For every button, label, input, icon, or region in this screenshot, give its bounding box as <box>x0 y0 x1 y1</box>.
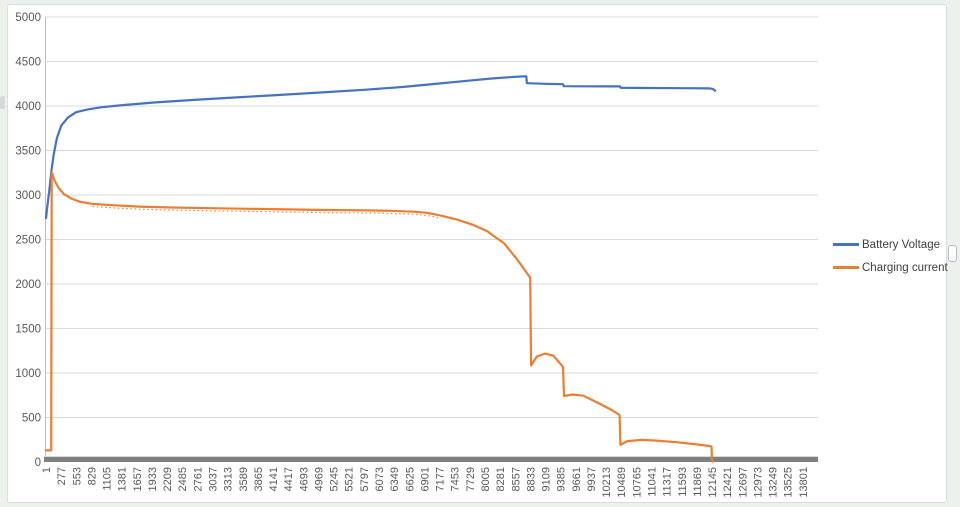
y-tick-label: 3500 <box>15 146 41 158</box>
x-tick-label: 11317 <box>662 467 674 497</box>
x-tick-label: 277 <box>56 467 68 485</box>
x-tick-label: 9385 <box>556 467 568 491</box>
x-tick-label: 11869 <box>692 467 704 497</box>
legend-item-charging-current[interactable]: Charging current <box>833 256 948 279</box>
series-ripple-charging-current <box>92 205 441 219</box>
chart-resize-handle-right[interactable] <box>948 245 957 262</box>
x-tick-label: 12973 <box>752 467 764 498</box>
x-tick-label: 2485 <box>177 467 189 491</box>
x-tick-label: 13525 <box>783 467 795 498</box>
x-tick-label: 3037 <box>208 467 220 491</box>
legend[interactable]: Battery Voltage Charging current <box>833 233 948 279</box>
y-tick-label: 2000 <box>15 279 41 291</box>
x-tick-label: 829 <box>86 467 98 485</box>
x-tick-label: 12145 <box>707 467 719 498</box>
battery-voltage-line-swatch <box>833 243 859 246</box>
x-tick-label: 8833 <box>525 467 537 491</box>
x-tick-label: 11041 <box>646 467 658 497</box>
chart-resize-handle-left[interactable] <box>0 96 5 109</box>
y-tick-label: 3000 <box>15 190 41 202</box>
x-tick-label: 13801 <box>798 467 810 498</box>
x-tick-label: 6349 <box>389 467 401 491</box>
x-tick-label: 7729 <box>465 467 477 491</box>
x-tick-label: 9109 <box>541 467 553 491</box>
x-tick-label: 9661 <box>571 467 583 491</box>
x-tick-label: 4141 <box>268 467 280 491</box>
y-tick-label: 500 <box>22 413 41 425</box>
x-tick-label: 6625 <box>404 467 416 491</box>
x-tick-label: 9937 <box>586 467 598 491</box>
y-tick-label: 4500 <box>15 57 41 69</box>
x-tick-label: 2761 <box>192 467 204 491</box>
x-tick-label: 5521 <box>344 467 356 491</box>
x-tick-label: 5797 <box>359 467 371 491</box>
chart-object[interactable] <box>7 4 947 503</box>
x-tick-label: 1933 <box>147 467 159 491</box>
y-tick-label: 5000 <box>15 12 41 24</box>
y-tick-label: 1000 <box>15 368 41 380</box>
x-tick-label: 7453 <box>450 467 462 491</box>
series-battery-voltage <box>44 75 717 220</box>
x-axis-bar <box>44 457 818 462</box>
series-charging-current <box>44 171 715 463</box>
legend-label: Battery Voltage <box>862 238 940 251</box>
x-tick-label: 4693 <box>298 467 310 491</box>
x-tick-label: 8281 <box>495 467 507 491</box>
x-tick-label: 1 <box>41 467 53 473</box>
x-tick-label: 12421 <box>722 467 734 498</box>
x-tick-label: 1381 <box>117 467 129 491</box>
x-tick-label: 5245 <box>329 467 341 491</box>
x-tick-label: 12697 <box>737 467 749 498</box>
charging-current-line-swatch <box>833 266 859 269</box>
legend-label: Charging current <box>862 261 948 274</box>
x-tick-label: 4969 <box>313 467 325 491</box>
x-tick-label: 11593 <box>677 467 689 497</box>
x-tick-label: 553 <box>71 467 83 485</box>
x-tick-label: 6901 <box>419 467 431 491</box>
y-tick-label: 1500 <box>15 324 41 336</box>
x-tick-label: 13249 <box>768 467 780 498</box>
x-tick-label: 3313 <box>223 467 235 491</box>
y-tick-label: 2500 <box>15 235 41 247</box>
x-tick-label: 7177 <box>435 467 447 491</box>
x-tick-label: 2209 <box>162 467 174 491</box>
x-tick-label: 8557 <box>510 467 522 491</box>
x-tick-label: 10213 <box>601 467 613 498</box>
legend-item-battery-voltage[interactable]: Battery Voltage <box>833 233 948 256</box>
x-tick-label: 10765 <box>631 467 643 498</box>
x-tick-label: 6073 <box>374 467 386 491</box>
x-tick-label: 1105 <box>102 467 114 491</box>
x-tick-label: 1657 <box>132 467 144 491</box>
x-tick-label: 3589 <box>238 467 250 491</box>
x-tick-label: 10489 <box>616 467 628 498</box>
x-tick-label: 3865 <box>253 467 265 491</box>
y-tick-label: 0 <box>35 457 41 469</box>
y-tick-label: 4000 <box>15 101 41 113</box>
x-tick-label: 8005 <box>480 467 492 491</box>
x-tick-label: 4417 <box>283 467 295 491</box>
